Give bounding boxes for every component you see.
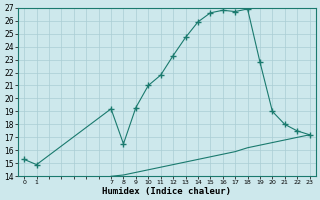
X-axis label: Humidex (Indice chaleur): Humidex (Indice chaleur) (102, 187, 231, 196)
